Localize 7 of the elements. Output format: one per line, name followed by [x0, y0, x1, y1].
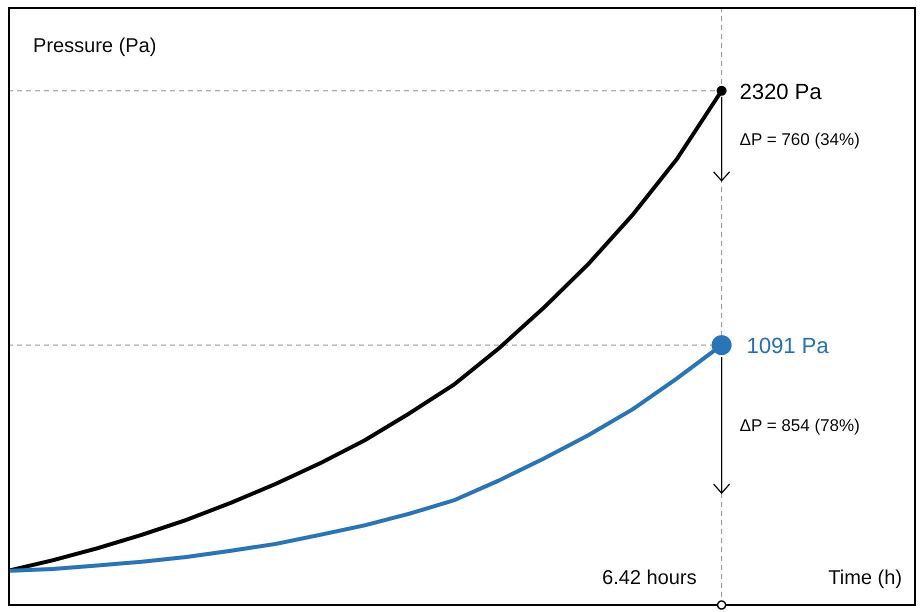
- y-axis-title: Pressure (Pa): [33, 35, 156, 57]
- data-label: 2320 Pa: [740, 78, 822, 104]
- annotation: ΔP = 854 (78%): [740, 416, 860, 436]
- text: 6.42 hours: [602, 567, 697, 589]
- x-axis-title: Time (h): [828, 567, 902, 589]
- annotation: ΔP = 760 (34%): [740, 130, 860, 149]
- data-label: 1091 Pa: [746, 333, 830, 358]
